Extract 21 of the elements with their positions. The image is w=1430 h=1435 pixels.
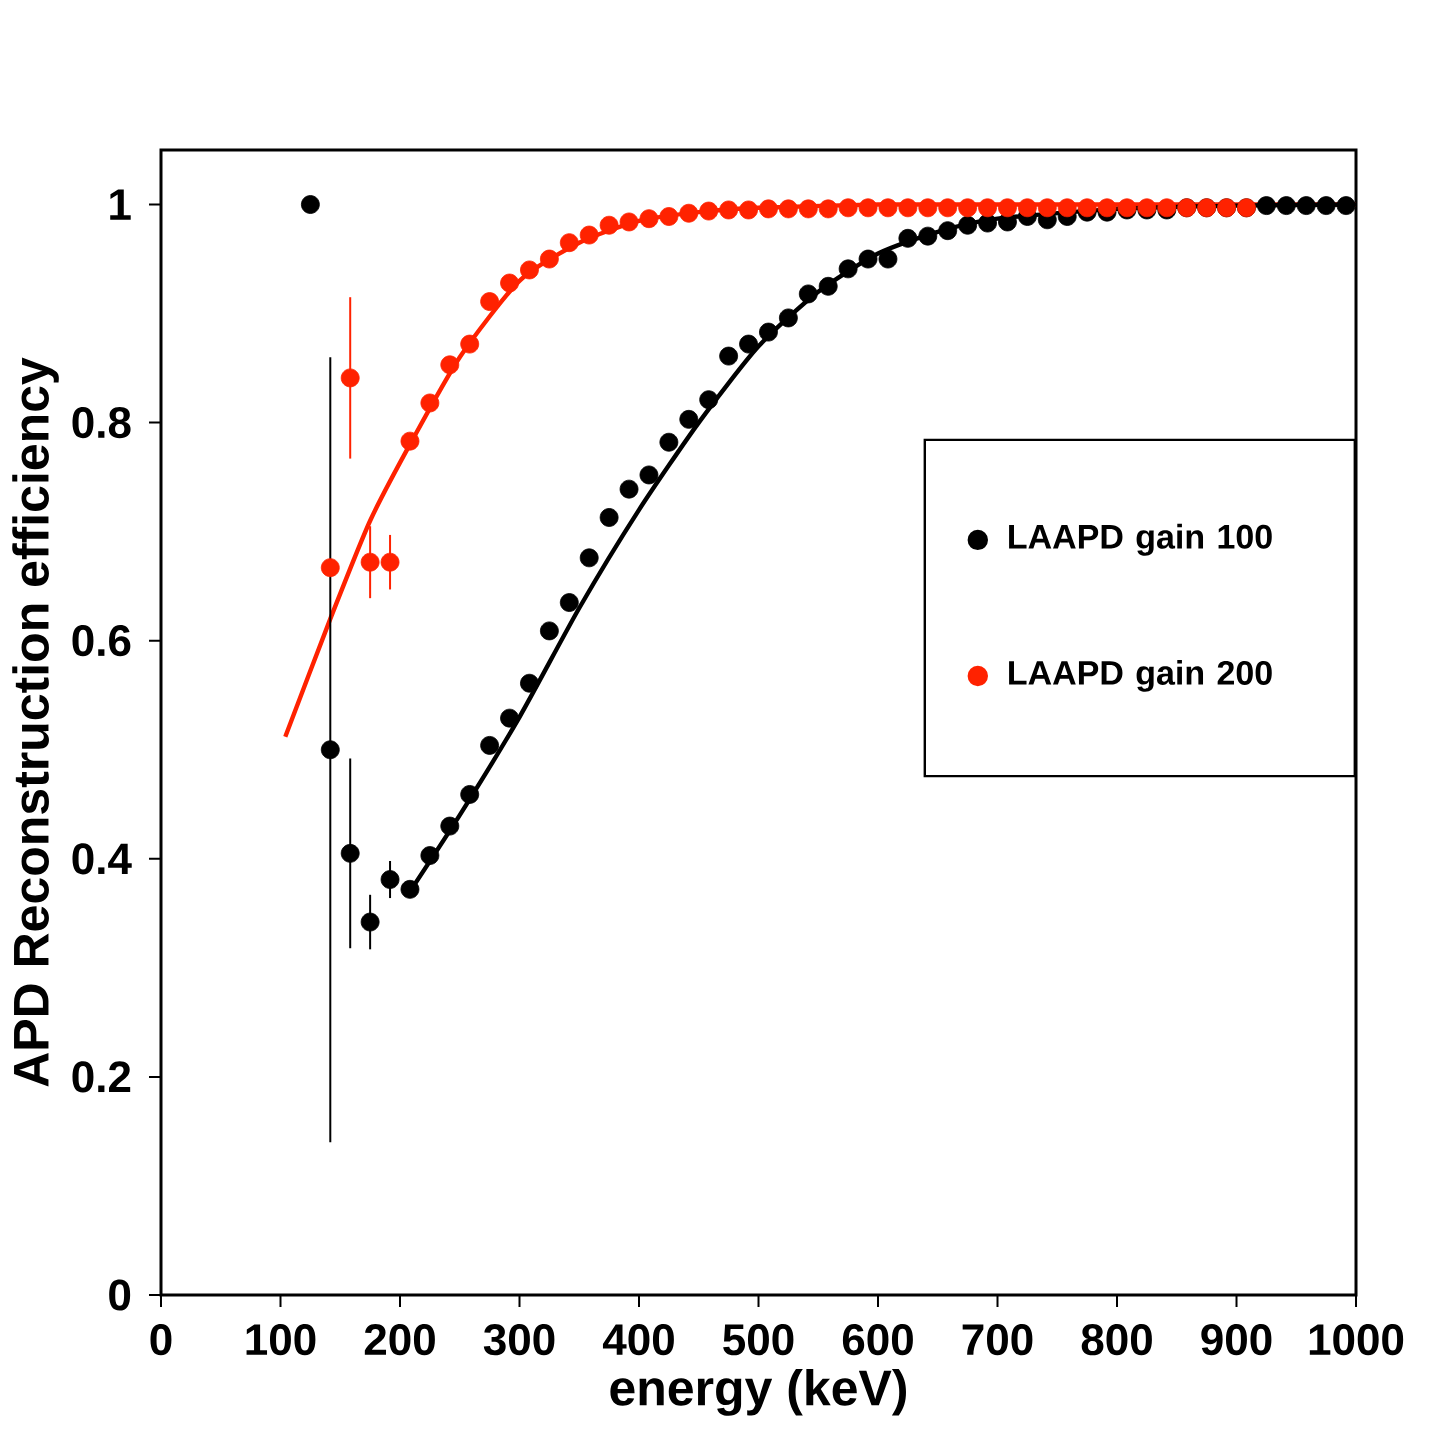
x-tick-label: 600 bbox=[842, 1324, 913, 1356]
y-tick-label: 0.2 bbox=[72, 1061, 131, 1093]
y-tick-label: 0 bbox=[109, 1279, 131, 1311]
x-tick-label: 100 bbox=[246, 1324, 316, 1356]
x-tick-label: 500 bbox=[723, 1324, 794, 1356]
x-tick-label: 900 bbox=[1201, 1324, 1272, 1356]
x-tick-label: 200 bbox=[364, 1324, 435, 1356]
x-tick-label: 0 bbox=[150, 1324, 172, 1356]
x-tick-label: 800 bbox=[1081, 1324, 1152, 1356]
y-tick-label: 0.4 bbox=[72, 843, 132, 875]
legend-label: LAAPD gain 200 bbox=[1009, 660, 1272, 692]
x-axis-title: energy (keV) bbox=[610, 1368, 906, 1416]
y-tick-label: 0.6 bbox=[72, 625, 131, 657]
legend-label: LAAPD gain 100 bbox=[1009, 523, 1272, 556]
x-tick-label: 300 bbox=[483, 1324, 555, 1356]
y-axis-title: APD Reconstruction efficiency bbox=[12, 357, 59, 1087]
x-tick-label: 400 bbox=[602, 1324, 674, 1356]
x-tick-label: 700 bbox=[962, 1324, 1033, 1356]
y-tick-label: 1 bbox=[110, 189, 131, 220]
y-tick-label: 0.8 bbox=[72, 407, 131, 439]
x-tick-label: 1000 bbox=[1309, 1324, 1404, 1356]
